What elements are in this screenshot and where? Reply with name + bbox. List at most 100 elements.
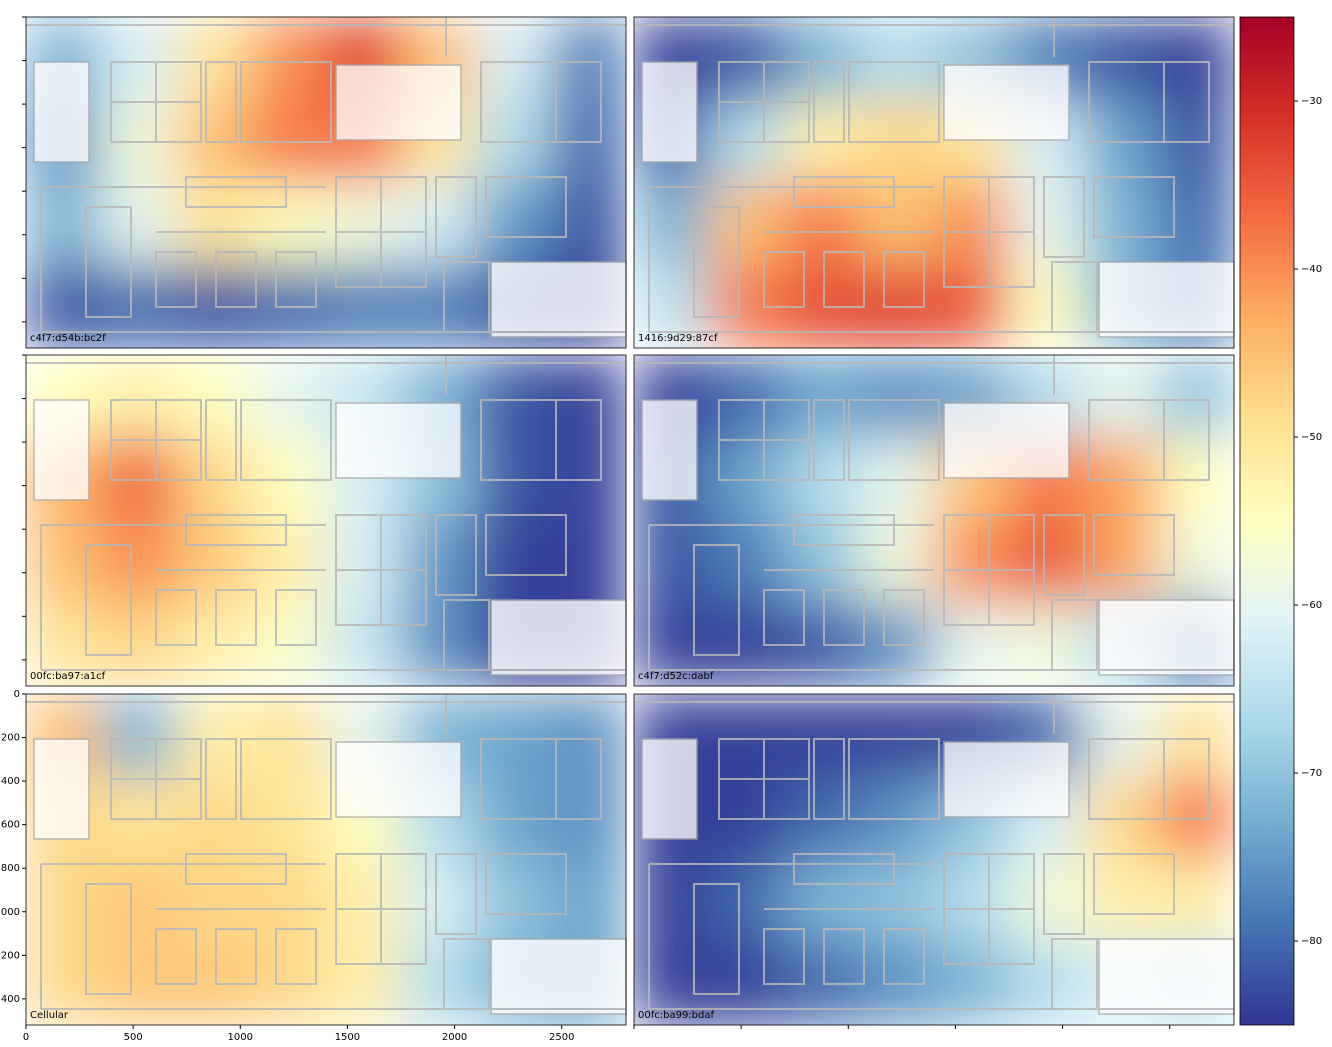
heat-cell	[1159, 859, 1235, 943]
heat-cell	[784, 694, 860, 778]
heat-cell	[1084, 520, 1160, 604]
heat-cell	[476, 694, 552, 778]
y-tick-label: 200	[1, 733, 20, 744]
heat-cell	[709, 859, 785, 943]
heat-cell	[934, 182, 1010, 266]
heat-cell	[476, 520, 552, 604]
heat-cell	[1159, 355, 1235, 439]
panel-frame	[25, 16, 627, 349]
heat-cell	[401, 520, 477, 604]
heat-cell	[634, 603, 710, 687]
heat-cell	[551, 355, 627, 439]
panels	[26, 17, 1235, 1026]
heat-cell	[401, 942, 477, 1026]
heat-cell	[26, 520, 102, 604]
colorbar: −30 −40 −50 −60 −70 −80	[1239, 16, 1322, 1026]
heat-cell	[251, 17, 327, 101]
heat-cell	[476, 17, 552, 101]
heat-cell	[176, 859, 252, 943]
heat-cell	[1009, 182, 1085, 266]
colorbar-tick-label: −40	[1301, 264, 1322, 275]
heat-cell	[709, 182, 785, 266]
heat-cell	[1084, 17, 1160, 101]
heat-cell	[709, 520, 785, 604]
heat-cell	[176, 520, 252, 604]
heat-cell	[251, 694, 327, 778]
panel-frame	[25, 693, 627, 1026]
heat-cell	[326, 859, 402, 943]
heat-cell	[326, 182, 402, 266]
heat-cell	[401, 182, 477, 266]
heat-cell	[26, 603, 102, 687]
x-tick-label: 2500	[549, 1032, 574, 1043]
heat-cell	[1084, 859, 1160, 943]
heat-cell	[26, 265, 102, 349]
heat-cell	[934, 859, 1010, 943]
heat-cell	[551, 520, 627, 604]
y-tick-label: 1400	[0, 994, 20, 1005]
heat-cell	[101, 859, 177, 943]
heat-cell	[26, 942, 102, 1026]
y-tick-label: 400	[1, 776, 20, 787]
y-tick-label: 1200	[0, 950, 20, 961]
heat-cell	[709, 694, 785, 778]
heat-cell	[401, 859, 477, 943]
heat-cell	[551, 859, 627, 943]
panel-frame	[633, 354, 1235, 687]
heat-cell	[784, 17, 860, 101]
heat-cell	[551, 182, 627, 266]
heat-cell	[1159, 17, 1235, 101]
heat-cell	[176, 17, 252, 101]
colorbar-tick-label: −30	[1301, 96, 1322, 107]
floor-plans: c4f7:d54b:bc2f 1416:9d29:87cf 00fc:ba97:a1…	[25, 16, 1235, 1026]
heat-cell	[934, 520, 1010, 604]
heat-cell	[26, 859, 102, 943]
colorbar-tick-label: −70	[1301, 768, 1322, 779]
heat-cell	[934, 942, 1010, 1026]
heat-cell	[1009, 859, 1085, 943]
heat-cell	[1009, 603, 1085, 687]
heat-cell	[1159, 694, 1235, 778]
panel-label: 00fc:ba97:a1cf	[30, 671, 106, 682]
panel-label: 1416:9d29:87cf	[638, 333, 718, 344]
heat-cell	[401, 603, 477, 687]
panel-frame	[633, 16, 1235, 349]
heat-cell	[101, 182, 177, 266]
heatmap-panel	[634, 17, 1235, 349]
panel-label: c4f7:d54b:bc2f	[30, 333, 106, 344]
heat-cell	[634, 182, 710, 266]
colorbar-scale	[1239, 16, 1295, 1026]
panel-label: 00fc:ba99:bdaf	[638, 1010, 715, 1021]
heat-cell	[934, 603, 1010, 687]
heat-cell	[326, 520, 402, 604]
colorbar-tick-label: −50	[1301, 432, 1322, 443]
colorbar-tick-label: −60	[1301, 600, 1322, 611]
x-tick-label: 2000	[442, 1032, 467, 1043]
heat-cell	[101, 355, 177, 439]
colorbar-tick-label: −80	[1301, 936, 1322, 947]
heat-cell	[784, 355, 860, 439]
heat-cell	[1009, 942, 1085, 1026]
axes: 0 500 1000 1500 2000 2500 0 200 400 600 800 1000 120…	[0, 16, 1171, 1043]
heat-cell	[1009, 265, 1085, 349]
heat-cell	[634, 520, 710, 604]
heat-cell	[176, 182, 252, 266]
heat-cell	[784, 859, 860, 943]
x-tick-label: 1000	[228, 1032, 253, 1043]
x-tick-label: 1500	[335, 1032, 360, 1043]
heat-cell	[326, 265, 402, 349]
heat-cell	[251, 355, 327, 439]
heat-cell	[859, 355, 935, 439]
heat-cell	[784, 182, 860, 266]
heat-cell	[326, 942, 402, 1026]
heat-cell	[326, 603, 402, 687]
heat-cell	[634, 265, 710, 349]
x-tick-label: 0	[23, 1032, 29, 1043]
panel-label: Cellular	[30, 1010, 69, 1021]
y-tick-label: 600	[1, 820, 20, 831]
heat-cell	[1084, 355, 1160, 439]
panel-frame	[25, 354, 627, 687]
heat-cell	[101, 694, 177, 778]
heat-cell	[1084, 694, 1160, 778]
